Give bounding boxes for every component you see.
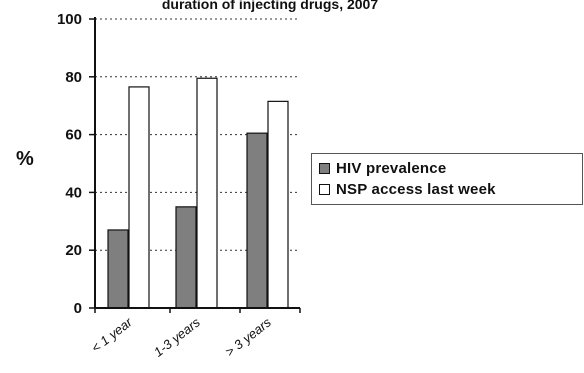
y-tick-label: 100	[57, 11, 82, 28]
chart-title: duration of injecting drugs, 2007	[161, 0, 379, 12]
bar-hiv-2	[246, 132, 268, 309]
bar-nsp-1	[196, 77, 218, 309]
y-axis-label: %	[16, 148, 34, 170]
bar-nsp-2	[267, 100, 289, 309]
bar-hiv-1	[175, 206, 197, 309]
y-tick-label: 40	[65, 184, 82, 201]
y-ticks: 0 20 40 60 80 100	[57, 11, 95, 317]
bar-nsp-0	[128, 86, 150, 309]
legend-swatch-hiv	[319, 163, 330, 174]
axes	[94, 17, 300, 309]
x-tick-label: > 3 years	[222, 314, 274, 359]
y-tick-label: 0	[74, 300, 82, 317]
legend-swatch-nsp	[319, 184, 330, 195]
y-tick-label: 80	[65, 69, 82, 86]
y-tick-label: 20	[65, 242, 82, 259]
legend-label-hiv: HIV prevalence	[336, 160, 447, 177]
legend-item-hiv: HIV prevalence	[319, 160, 446, 177]
bar-hiv-0	[107, 229, 129, 309]
bars	[107, 77, 289, 309]
legend-item-nsp: NSP access last week	[319, 181, 496, 198]
y-tick-label: 60	[65, 127, 82, 144]
x-ticks: < 1 year 1-3 years > 3 years	[88, 308, 301, 360]
legend-label-nsp: NSP access last week	[336, 181, 496, 198]
x-tick-label: 1-3 years	[151, 314, 203, 359]
x-tick-label: < 1 year	[88, 314, 135, 355]
legend: HIV prevalence NSP access last week	[311, 153, 583, 205]
